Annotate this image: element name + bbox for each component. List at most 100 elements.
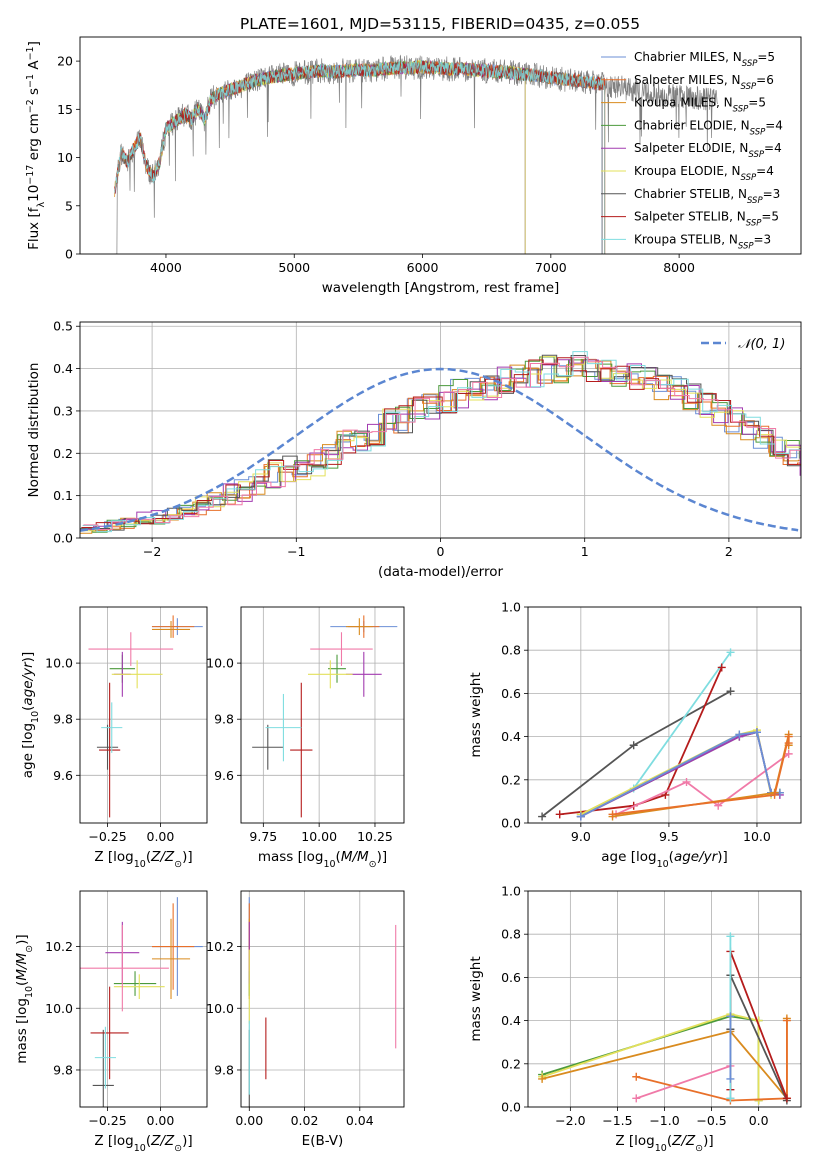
legend-label-text: Chabrier MILES, N xyxy=(634,50,742,64)
series-line xyxy=(636,1064,732,1100)
legend-label-text: Salpeter STELIB, N xyxy=(634,210,746,224)
x-axis-label: age [log10(age/yr)] xyxy=(601,849,727,870)
axes-frame xyxy=(527,606,802,824)
y-axis-label-part: −17 xyxy=(25,165,36,185)
y-tick-label: 10.0 xyxy=(206,656,234,671)
spectrum-data xyxy=(114,54,718,254)
y-tick-label: 0.8 xyxy=(501,927,521,942)
series-marker xyxy=(782,1016,791,1025)
y-axis-label: mass weight xyxy=(468,672,484,757)
histogram-step xyxy=(80,356,801,532)
y-tick-label: 0.2 xyxy=(501,772,521,787)
y-tick-label: 9.8 xyxy=(214,712,234,727)
plot-area xyxy=(80,351,801,534)
spectrum-model xyxy=(114,59,606,254)
legend-label-suffix: =4 xyxy=(765,118,783,132)
x-tick-label: 10.25 xyxy=(357,829,393,844)
spectrum-model xyxy=(114,60,603,254)
y-axis-label: Flux [fλ10−17 erg cm−2 s−1 A−1] xyxy=(25,41,47,250)
x-axis-label-part: Z [log xyxy=(615,1133,654,1149)
x-axis-label-part: )] xyxy=(717,849,728,865)
y-tick-label: 10.0 xyxy=(45,656,73,671)
y-axis-label-part: mass weight xyxy=(468,672,484,757)
y-tick-label: 0.4 xyxy=(501,1013,521,1028)
y-tick-label: 0.6 xyxy=(501,970,521,985)
x-tick-label: 1 xyxy=(581,544,589,559)
x-tick-label: 10.00 xyxy=(301,829,337,844)
y-axis-label-part: A xyxy=(26,60,42,74)
y-axis-label-part: age [log xyxy=(20,723,36,778)
x-axis-label-part: 10 xyxy=(655,1143,667,1154)
x-axis-label-part: ( xyxy=(336,849,341,865)
y-axis-label-part: −1 xyxy=(25,74,36,88)
legend-label-suffix: =5 xyxy=(748,96,766,110)
y-axis-label-part: 10 xyxy=(24,986,35,998)
y-tick-label: 20 xyxy=(57,54,73,69)
x-tick-label: 7000 xyxy=(535,260,567,275)
x-tick-label: 5000 xyxy=(278,260,310,275)
series-line xyxy=(541,1013,760,1101)
y-tick-label: 15 xyxy=(57,102,73,117)
x-axis-label-part: Z/Z xyxy=(671,1133,696,1149)
legend-label: Chabrier ELODIE, NSSP=4 xyxy=(634,118,783,137)
legend-label-text: Salpeter MILES, N xyxy=(634,73,741,87)
series-marker xyxy=(726,932,735,941)
y-tick-label: 10.0 xyxy=(206,1001,234,1016)
series-line xyxy=(580,731,781,818)
x-axis-label-part: ⊙ xyxy=(174,1143,182,1154)
gaussian-curve xyxy=(80,367,799,532)
legend-label-sub: SSP xyxy=(738,241,754,251)
y-tick-label: 0 xyxy=(65,247,73,262)
histogram-step xyxy=(83,356,801,530)
series-marker xyxy=(632,1072,641,1081)
x-tick-label: −0.25 xyxy=(88,1113,126,1128)
x-tick-label: 10.0 xyxy=(743,829,771,844)
x-tick-label: −0.5 xyxy=(696,1113,726,1128)
plot-area xyxy=(538,932,791,1105)
x-axis-label-part: Z/Z xyxy=(150,1133,175,1149)
legend-label-sub: SSP xyxy=(742,59,758,69)
series-marker xyxy=(726,687,735,696)
axes-frame xyxy=(79,36,802,255)
x-axis-label-part: )] xyxy=(182,1133,193,1149)
histogram-step xyxy=(82,351,801,533)
y-axis-label: age [log10(age/yr)] xyxy=(20,652,41,778)
y-axis-label-part: λ xyxy=(36,202,47,208)
x-axis-label-part: (data-model)/error xyxy=(378,564,504,580)
x-tick-label: −0.25 xyxy=(88,829,126,844)
legend-label-text: Chabrier STELIB, N xyxy=(634,187,747,201)
y-axis-label-part: −1 xyxy=(25,46,36,60)
series-marker xyxy=(555,810,564,819)
y-axis-label: Normed distribution xyxy=(26,363,42,498)
x-tick-label: 9.5 xyxy=(659,829,679,844)
legend-label-suffix: =5 xyxy=(761,210,779,224)
x-axis-label-part: M/M xyxy=(341,849,369,865)
legend-label: Kroupa MILES, NSSP=5 xyxy=(634,96,766,115)
series-marker xyxy=(538,812,547,821)
x-axis-label-part: )] xyxy=(703,1133,714,1149)
x-tick-label: 4000 xyxy=(150,260,182,275)
legend-label-sub: SSP xyxy=(748,150,764,160)
plot-area xyxy=(88,615,203,818)
y-axis-label-part: ( xyxy=(20,706,36,711)
x-tick-label: 0.04 xyxy=(346,1113,374,1128)
x-axis-label: mass [log10(M/M⊙)] xyxy=(258,849,387,870)
legend-label-suffix: =4 xyxy=(764,141,782,155)
series-marker xyxy=(726,648,735,657)
x-axis-label-part: Z [log xyxy=(94,849,133,865)
y-tick-label: 0.2 xyxy=(53,446,73,461)
y-tick-label: 9.8 xyxy=(53,712,73,727)
y-axis-label-part: ⊙ xyxy=(24,945,35,953)
series-line xyxy=(615,753,790,816)
x-axis-label-part: 10 xyxy=(134,859,146,870)
series-marker xyxy=(770,790,779,799)
x-axis-label-part: ( xyxy=(146,1133,151,1149)
legend-label-sub: SSP xyxy=(746,219,762,229)
series-marker xyxy=(714,801,723,810)
y-axis-label: mass weight xyxy=(468,956,484,1041)
x-axis-label-part: 10 xyxy=(323,859,335,870)
figure-title: PLATE=1601, MJD=53115, FIBERID=0435, z=0… xyxy=(240,15,640,33)
axes-frame xyxy=(79,890,208,1108)
legend-label: Chabrier MILES, NSSP=5 xyxy=(634,50,775,69)
y-axis-label-part: 10 xyxy=(26,185,42,202)
